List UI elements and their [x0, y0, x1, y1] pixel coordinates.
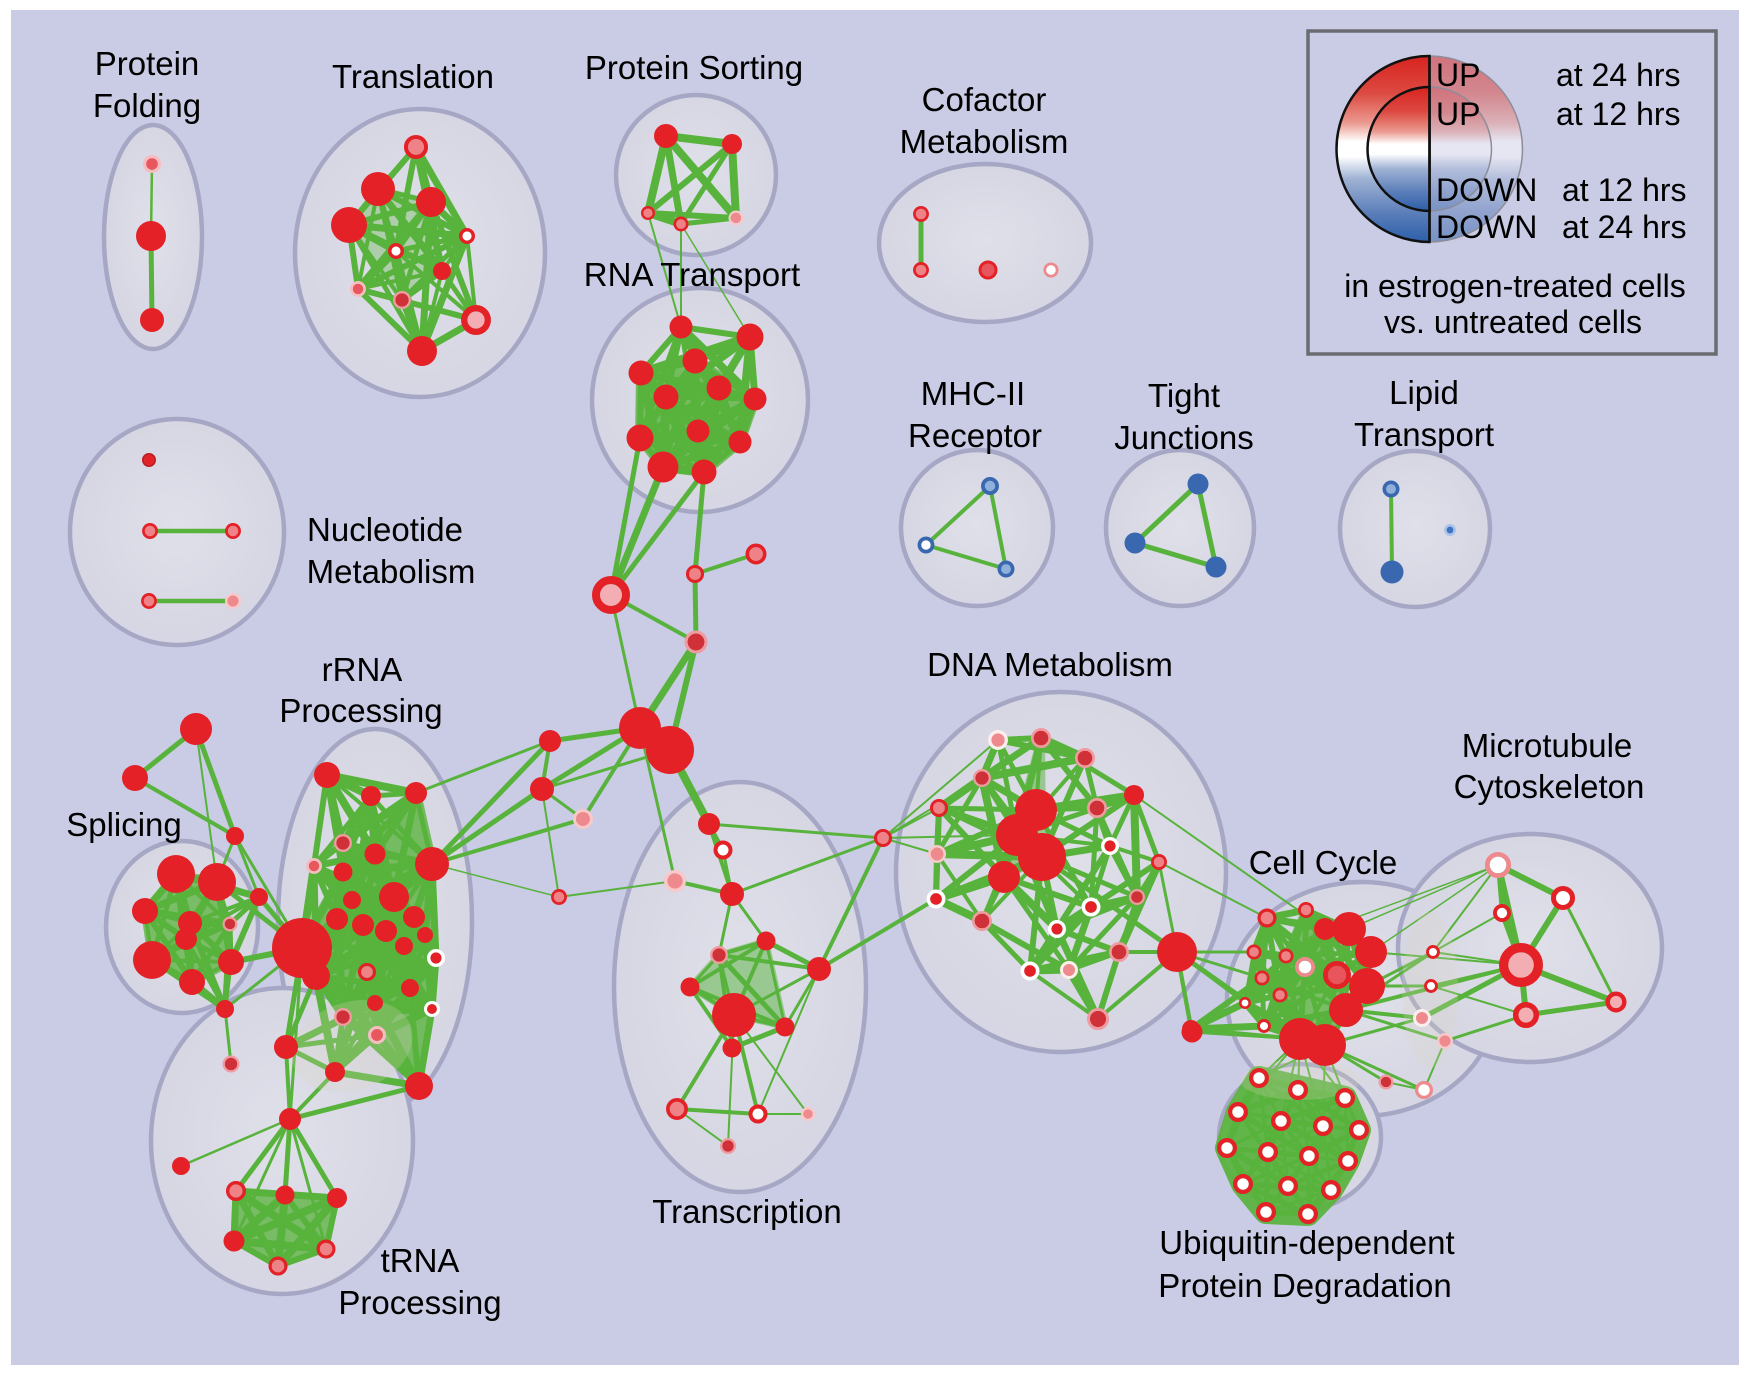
svg-text:Protein Degradation: Protein Degradation — [1158, 1267, 1452, 1304]
svg-text:tRNA: tRNA — [381, 1242, 460, 1279]
svg-text:Microtubule: Microtubule — [1462, 727, 1633, 764]
svg-text:at 12 hrs: at 12 hrs — [1556, 96, 1681, 132]
svg-text:at 12 hrs: at 12 hrs — [1562, 172, 1687, 208]
svg-text:Translation: Translation — [332, 58, 494, 95]
svg-text:Protein: Protein — [95, 45, 200, 82]
svg-text:Receptor: Receptor — [908, 417, 1042, 454]
svg-text:Tight: Tight — [1148, 377, 1220, 414]
svg-text:vs. untreated cells: vs. untreated cells — [1384, 304, 1642, 340]
svg-text:Processing: Processing — [338, 1284, 501, 1321]
svg-text:Metabolism: Metabolism — [900, 123, 1069, 160]
svg-text:Transport: Transport — [1354, 416, 1494, 453]
svg-text:at 24 hrs: at 24 hrs — [1556, 57, 1681, 93]
svg-text:Transcription: Transcription — [652, 1193, 842, 1230]
svg-text:Ubiquitin-dependent: Ubiquitin-dependent — [1159, 1224, 1454, 1261]
svg-text:in estrogen-treated cells: in estrogen-treated cells — [1344, 268, 1686, 304]
svg-text:Lipid: Lipid — [1389, 374, 1459, 411]
svg-text:RNA Transport: RNA Transport — [584, 256, 800, 293]
svg-text:Protein Sorting: Protein Sorting — [585, 49, 803, 86]
svg-text:MHC-II: MHC-II — [921, 375, 1025, 412]
svg-text:Junctions: Junctions — [1114, 419, 1253, 456]
svg-text:Cell Cycle: Cell Cycle — [1249, 844, 1398, 881]
svg-text:Nucleotide: Nucleotide — [307, 511, 463, 548]
svg-text:at 24 hrs: at 24 hrs — [1562, 209, 1687, 245]
svg-text:Splicing: Splicing — [66, 806, 182, 843]
svg-text:UP: UP — [1436, 57, 1480, 93]
svg-text:rRNA: rRNA — [322, 651, 403, 688]
svg-text:UP: UP — [1436, 96, 1480, 132]
svg-text:DOWN: DOWN — [1436, 209, 1537, 245]
svg-text:DNA Metabolism: DNA Metabolism — [927, 646, 1173, 683]
svg-text:Folding: Folding — [93, 87, 201, 124]
svg-text:Metabolism: Metabolism — [307, 553, 476, 590]
svg-text:Cytoskeleton: Cytoskeleton — [1454, 768, 1645, 805]
svg-text:DOWN: DOWN — [1436, 172, 1537, 208]
svg-text:Processing: Processing — [279, 692, 442, 729]
svg-text:Cofactor: Cofactor — [922, 81, 1047, 118]
